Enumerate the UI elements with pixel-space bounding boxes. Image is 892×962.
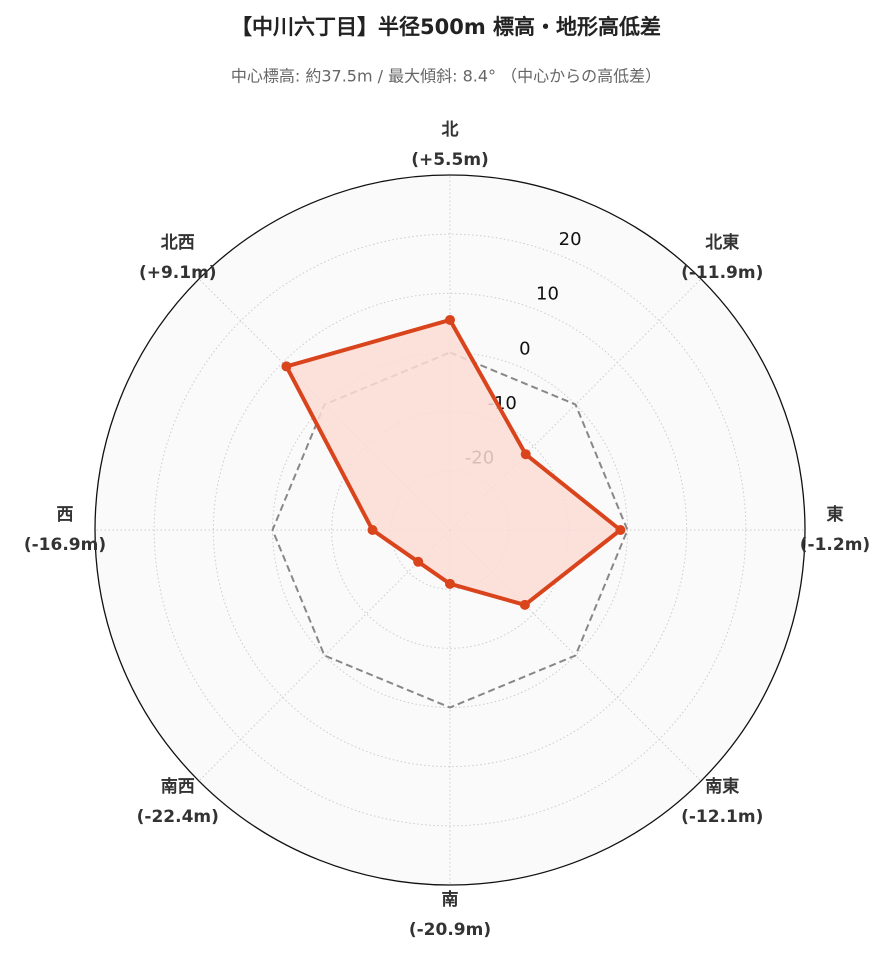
- value-label: (-16.9m): [24, 535, 106, 555]
- r-tick-label: 10: [536, 284, 559, 305]
- data-point: [520, 449, 531, 460]
- category-label: 東: [827, 504, 844, 525]
- data-point: [413, 556, 424, 567]
- category-label: 北: [442, 120, 459, 140]
- value-label: (-20.9m): [409, 920, 491, 940]
- r-tick-label: 0: [519, 338, 530, 359]
- value-label: (+5.5m): [411, 150, 489, 170]
- value-label: (-22.4m): [137, 807, 219, 827]
- category-label: 南西: [161, 776, 195, 797]
- outer-circle: [94, 174, 806, 886]
- data-point: [615, 525, 626, 535]
- category-label: 西: [57, 505, 74, 525]
- chart-subtitle: 中心標高: 約37.5m / 最大傾斜: 8.4° （中心からの高低差）: [231, 67, 661, 86]
- spoke: [198, 529, 451, 782]
- category-label: 南東: [705, 776, 739, 797]
- grid-circle: [153, 233, 747, 827]
- value-label: (-11.9m): [681, 263, 763, 283]
- grid-circle: [212, 292, 688, 768]
- category-label: 北西: [161, 233, 195, 253]
- data-point: [445, 314, 455, 325]
- r-tick-label: 20: [559, 229, 582, 250]
- value-label: (-1.2m): [800, 535, 870, 555]
- data-point: [519, 599, 530, 610]
- category-label: 北東: [705, 232, 739, 253]
- data-point: [367, 525, 378, 535]
- reference-line: [271, 351, 629, 709]
- value-label: (-12.1m): [681, 807, 763, 827]
- data-point: [445, 578, 455, 589]
- category-label: 南: [442, 889, 459, 910]
- value-label: (+9.1m): [139, 263, 217, 283]
- data-point: [281, 361, 292, 372]
- chart-title: 【中川六丁目】半径500m 標高・地形高低差: [231, 15, 661, 39]
